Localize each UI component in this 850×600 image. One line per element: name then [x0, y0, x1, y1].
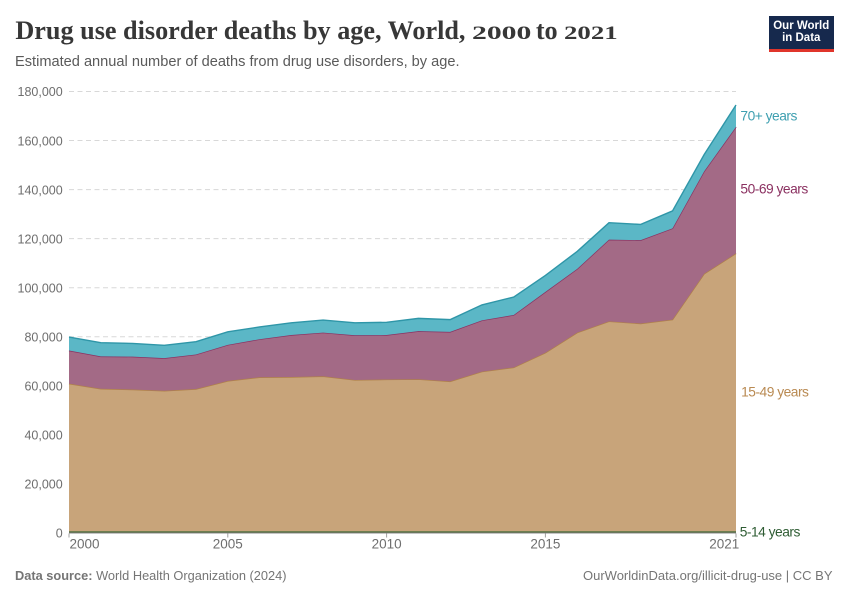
svg-text:120,000: 120,000 — [18, 232, 63, 246]
svg-text:40,000: 40,000 — [24, 429, 62, 443]
svg-text:2021: 2021 — [709, 537, 739, 552]
svg-text:140,000: 140,000 — [18, 183, 63, 197]
svg-text:60,000: 60,000 — [24, 380, 62, 394]
svg-text:5-14 years: 5-14 years — [740, 524, 801, 539]
svg-text:160,000: 160,000 — [18, 134, 63, 148]
svg-text:0: 0 — [56, 527, 63, 541]
svg-text:100,000: 100,000 — [18, 281, 63, 295]
svg-text:2000: 2000 — [70, 537, 100, 552]
svg-text:2015: 2015 — [530, 537, 560, 552]
svg-text:20,000: 20,000 — [24, 478, 62, 492]
svg-text:2010: 2010 — [372, 537, 402, 552]
svg-text:80,000: 80,000 — [24, 330, 62, 344]
svg-text:15-49 years: 15-49 years — [741, 384, 809, 399]
svg-text:70+ years: 70+ years — [740, 109, 797, 124]
svg-text:50-69 years: 50-69 years — [740, 182, 808, 197]
svg-text:180,000: 180,000 — [18, 85, 63, 99]
svg-text:2005: 2005 — [213, 537, 243, 552]
